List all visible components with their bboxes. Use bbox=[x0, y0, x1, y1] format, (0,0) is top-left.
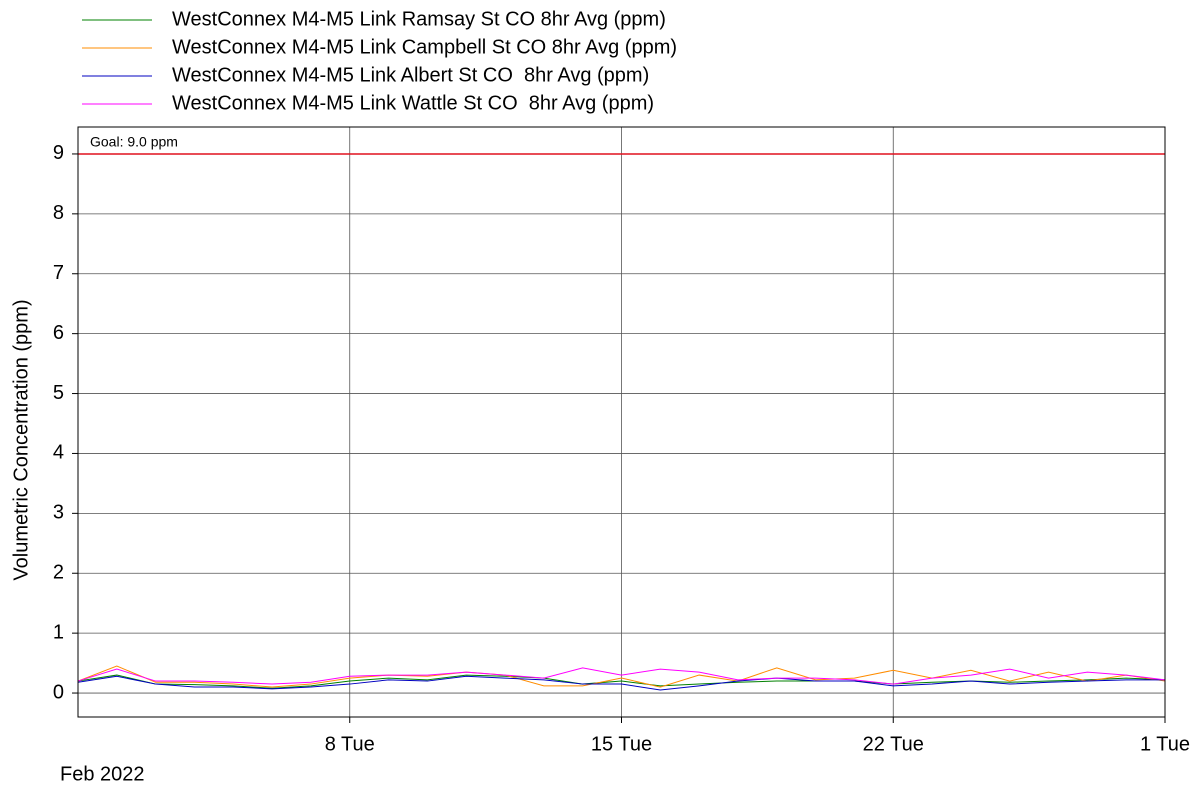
x-tick-label: 8 Tue bbox=[325, 733, 375, 755]
legend-label: WestConnex M4-M5 Link Albert St CO 8hr A… bbox=[172, 64, 649, 86]
y-tick-label: 9 bbox=[53, 142, 64, 164]
x-tick-label: 15 Tue bbox=[591, 733, 652, 755]
y-tick-label: 7 bbox=[53, 262, 64, 284]
y-tick-label: 6 bbox=[53, 322, 64, 344]
y-tick-label: 5 bbox=[53, 382, 64, 404]
goal-label: Goal: 9.0 ppm bbox=[90, 134, 178, 150]
plot-border bbox=[77, 126, 1166, 718]
y-tick-label: 1 bbox=[53, 621, 64, 643]
x-period-label: Feb 2022 bbox=[60, 763, 145, 785]
y-tick-label: 2 bbox=[53, 562, 64, 584]
y-tick-label: 8 bbox=[53, 202, 64, 224]
y-tick-label: 4 bbox=[53, 442, 64, 464]
x-tick-label: 22 Tue bbox=[863, 733, 924, 755]
series-line bbox=[77, 665, 1166, 688]
legend-label: WestConnex M4-M5 Link Ramsay St CO 8hr A… bbox=[172, 8, 666, 30]
y-tick-label: 3 bbox=[53, 502, 64, 524]
y-tick-label: 0 bbox=[53, 681, 64, 703]
series-line bbox=[77, 675, 1165, 691]
series-line bbox=[77, 667, 1166, 685]
legend-label: WestConnex M4-M5 Link Wattle St CO 8hr A… bbox=[172, 92, 654, 114]
y-axis-label: Volumetric Concentration (ppm) bbox=[10, 299, 32, 580]
legend-label: WestConnex M4-M5 Link Campbell St CO 8hr… bbox=[172, 36, 677, 58]
series-line bbox=[77, 674, 1166, 689]
x-tick-label: 1 Tue bbox=[1140, 733, 1190, 755]
